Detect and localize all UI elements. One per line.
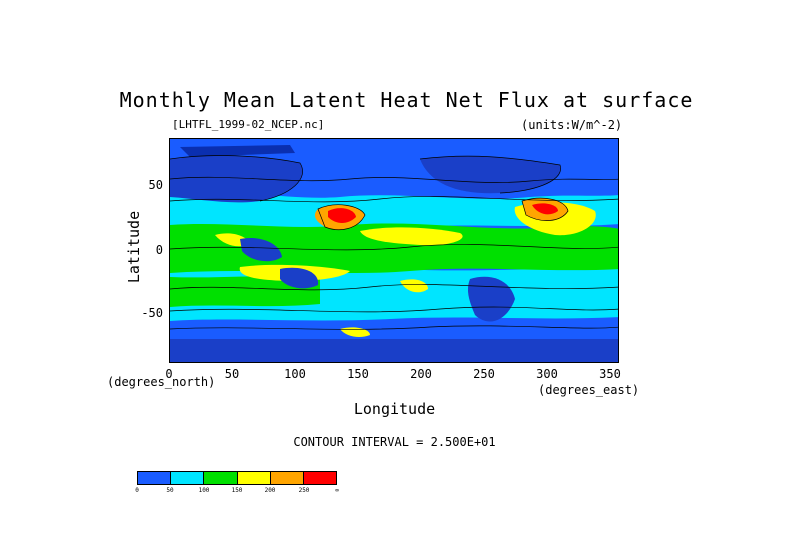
data-filename: [LHTFL_1999-02_NCEP.nc]: [172, 118, 325, 131]
y-axis-label: Latitude: [125, 210, 144, 284]
colorbar-cell: [204, 472, 238, 484]
x-tick-0: 0: [165, 367, 173, 381]
y-tick-0: 0: [155, 243, 163, 257]
colorbar-label: 150: [231, 487, 243, 494]
y-axis-units: (degrees_north): [107, 375, 216, 389]
y-tick-minus-50: -50: [141, 306, 163, 320]
x-tick-100: 100: [284, 367, 306, 381]
colorbar: [137, 471, 337, 485]
map-title: Monthly Mean Latent Heat Net Flux at sur…: [119, 88, 694, 112]
x-tick-300: 300: [536, 367, 558, 381]
x-axis-label: Longitude: [353, 400, 436, 418]
colorbar-label: 100: [198, 487, 210, 494]
colorbar-label: 250: [298, 487, 310, 494]
contour-interval: CONTOUR INTERVAL = 2.500E+01: [293, 435, 496, 449]
flux-map: [169, 138, 619, 363]
y-tick-50: 50: [148, 178, 163, 192]
x-tick-200: 200: [410, 367, 432, 381]
x-tick-350: 350: [599, 367, 621, 381]
x-tick-250: 250: [473, 367, 495, 381]
colorbar-label: 200: [264, 487, 276, 494]
x-tick-150: 150: [347, 367, 369, 381]
colorbar-cell: [237, 472, 271, 484]
colorbar-label: 50: [166, 487, 174, 494]
colorbar-cell: [303, 472, 337, 484]
x-tick-50: 50: [224, 367, 240, 381]
colorbar-cell: [171, 472, 205, 484]
colorbar-cell: [270, 472, 304, 484]
units-label: (units:W/m^-2): [521, 118, 623, 132]
colorbar-cell: [138, 472, 172, 484]
x-axis-units: (degrees_east): [538, 383, 640, 397]
colorbar-label: 0: [135, 487, 139, 494]
colorbar-label: ∞: [335, 487, 339, 494]
